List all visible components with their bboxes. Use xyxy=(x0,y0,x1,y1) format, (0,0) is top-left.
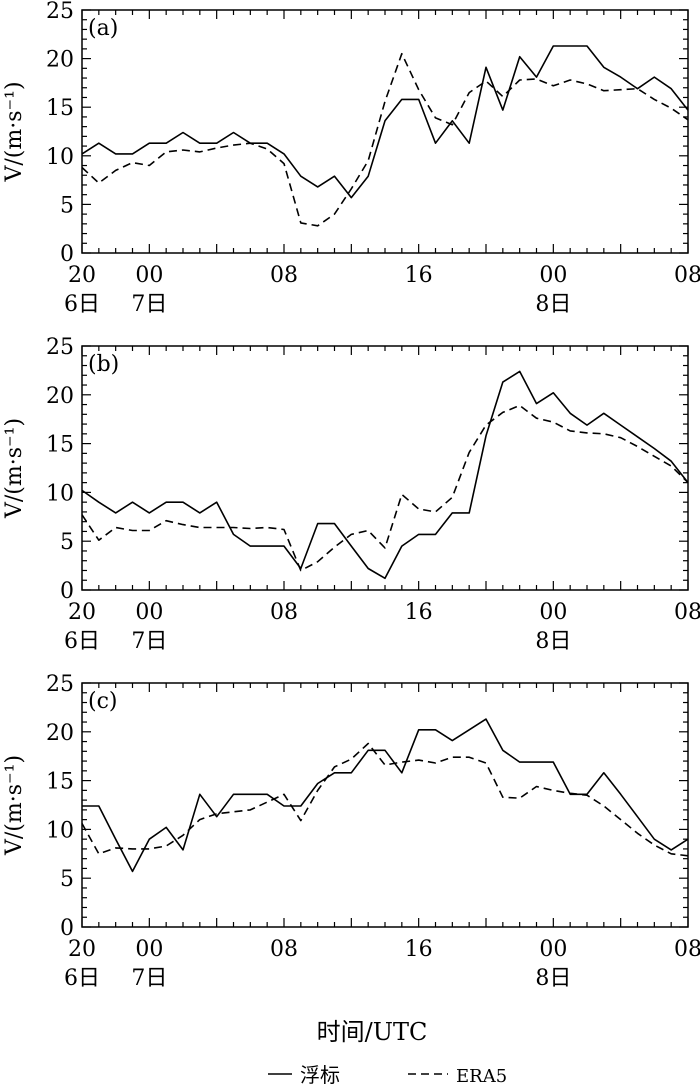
y-tick-label: 25 xyxy=(46,672,74,697)
legend-label-buoy: 浮标 xyxy=(300,1063,340,1085)
y-tick-label: 10 xyxy=(46,145,74,170)
x-tick-sublabel: 8日 xyxy=(535,629,571,654)
panel-label: (b) xyxy=(88,352,119,377)
y-tick-label: 5 xyxy=(60,867,74,892)
x-tick-label: 20 xyxy=(68,263,96,288)
y-tick-label: 10 xyxy=(46,818,74,843)
x-tick-label: 20 xyxy=(68,600,96,625)
y-tick-label: 10 xyxy=(46,481,74,506)
x-tick-label: 08 xyxy=(270,263,298,288)
x-tick-sublabel: 8日 xyxy=(535,292,571,317)
x-tick-label: 08 xyxy=(674,937,700,962)
x-tick-label: 20 xyxy=(68,937,96,962)
x-tick-label: 08 xyxy=(270,937,298,962)
x-tick-label: 00 xyxy=(539,937,567,962)
x-tick-sublabel: 7日 xyxy=(131,292,167,317)
panel-label: (c) xyxy=(88,689,118,714)
series-line-era5 xyxy=(81,742,689,857)
series-line-buoy xyxy=(81,370,689,580)
series-line-buoy xyxy=(82,718,689,873)
x-tick-label: 16 xyxy=(405,263,433,288)
plot-frame xyxy=(81,682,689,928)
x-tick-sublabel: 8日 xyxy=(535,966,571,991)
panel-a: 0 5 10 15 20 25 20 6日 00 7日 08 16 00 8日 08 V/(m·s⁻¹) (a) xyxy=(2,0,700,317)
y-tick-label: 5 xyxy=(60,530,74,555)
x-tick-sublabel: 7日 xyxy=(131,966,167,991)
panel-label: (a) xyxy=(88,16,118,41)
x-tick-label: 08 xyxy=(674,263,700,288)
y-tick-label: 15 xyxy=(46,96,74,121)
y-tick-label: 15 xyxy=(46,770,74,795)
y-axis-label: V/(m·s⁻¹) xyxy=(2,755,27,856)
y-tick-label: 20 xyxy=(46,721,74,746)
y-axis-label: V/(m·s⁻¹) xyxy=(2,418,27,519)
y-tick-label: 0 xyxy=(60,579,74,604)
x-tick-label: 00 xyxy=(539,263,567,288)
x-tick-label: 00 xyxy=(135,937,163,962)
panel-c: 0 5 10 15 20 25 20 6日 00 7日 08 16 00 8日 08 V/(m·s⁻¹) (c) xyxy=(2,672,700,991)
y-tick-label: 15 xyxy=(46,433,74,458)
x-tick-label: 16 xyxy=(405,600,433,625)
y-tick-label: 20 xyxy=(46,384,74,409)
y-axis-label: V/(m·s⁻¹) xyxy=(2,81,27,182)
y-tick-label: 25 xyxy=(46,335,74,360)
x-axis-label: 时间/UTC xyxy=(317,1018,428,1046)
x-tick-label: 00 xyxy=(135,600,163,625)
legend-label-era5: ERA5 xyxy=(456,1066,507,1085)
panel-b: 0 5 10 15 20 25 20 6日 00 7日 08 16 00 8日 08 V/(m·s⁻¹) (b) xyxy=(2,335,700,654)
series-line-era5 xyxy=(81,404,689,572)
legend: 浮标 ERA5 xyxy=(268,1063,507,1085)
x-tick-label: 16 xyxy=(405,937,433,962)
x-tick-label: 08 xyxy=(270,600,298,625)
plot-frame xyxy=(81,9,689,254)
x-tick-label: 00 xyxy=(539,600,567,625)
y-tick-label: 20 xyxy=(46,48,74,73)
x-tick-label: 08 xyxy=(674,600,700,625)
x-tick-sublabel: 6日 xyxy=(64,629,100,654)
y-tick-label: 0 xyxy=(60,242,74,267)
series-line-era5 xyxy=(81,52,689,227)
y-tick-label: 0 xyxy=(60,916,74,941)
x-tick-label: 00 xyxy=(135,263,163,288)
y-tick-label: 25 xyxy=(46,0,74,24)
y-tick-label: 5 xyxy=(60,193,74,218)
x-tick-sublabel: 6日 xyxy=(64,966,100,991)
series-line-buoy xyxy=(81,45,689,199)
x-tick-sublabel: 7日 xyxy=(131,629,167,654)
x-tick-sublabel: 6日 xyxy=(64,292,100,317)
plot-frame xyxy=(81,345,689,591)
